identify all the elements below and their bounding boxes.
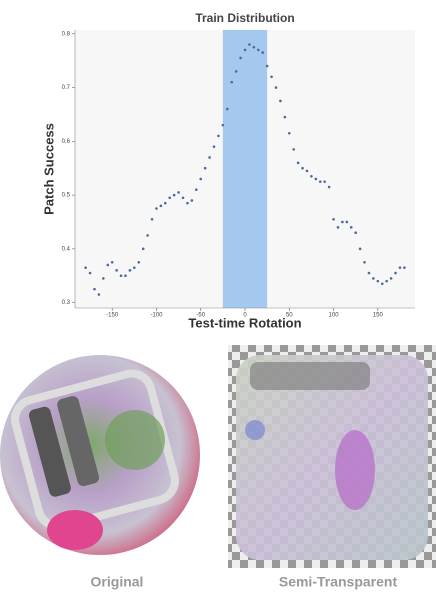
x-tick-label: -50 (196, 313, 205, 319)
caption: Semi-Transparent (279, 574, 398, 590)
point (377, 280, 380, 283)
point (191, 199, 194, 202)
figure: Train Distribution Test-time Rotation Pa… (0, 0, 436, 594)
point (292, 148, 295, 151)
point (350, 226, 353, 229)
point (151, 218, 154, 221)
point (89, 272, 92, 275)
point (354, 231, 357, 234)
point (146, 234, 149, 237)
point (266, 65, 269, 68)
point (253, 46, 256, 49)
point (155, 207, 158, 210)
y-tick-label: 0.5 (62, 193, 71, 199)
original-patch (0, 355, 200, 555)
point (186, 202, 189, 205)
point (346, 221, 349, 224)
x-tick-label: 150 (373, 313, 384, 319)
x-tick-label: 50 (286, 313, 293, 319)
point (328, 186, 331, 189)
point (381, 283, 384, 286)
point (173, 194, 176, 197)
point (315, 178, 318, 181)
point (306, 170, 309, 173)
y-tick-label: 0.4 (62, 246, 71, 252)
point (235, 70, 238, 73)
point (275, 86, 278, 89)
point (84, 266, 87, 269)
y-axis-label: Patch Success (41, 123, 56, 215)
point (323, 180, 326, 183)
point (204, 167, 207, 170)
blob (105, 410, 165, 470)
blob (47, 510, 103, 550)
point (142, 248, 145, 251)
point (230, 81, 233, 84)
point (337, 226, 340, 229)
caption: Original (91, 574, 144, 590)
point (248, 43, 251, 46)
point (177, 191, 180, 194)
slot (250, 362, 370, 390)
point (279, 100, 282, 103)
x-tick-label: 100 (329, 313, 340, 319)
point (137, 261, 140, 264)
point (261, 51, 264, 54)
point (244, 49, 247, 52)
chart: Train Distribution Test-time Rotation Pa… (41, 11, 415, 330)
point (115, 269, 118, 272)
point (297, 162, 300, 165)
point (222, 124, 225, 127)
point (199, 178, 202, 181)
blob (245, 420, 265, 440)
point (160, 205, 163, 208)
point (133, 266, 136, 269)
point (372, 277, 375, 280)
point (359, 248, 362, 251)
point (368, 272, 371, 275)
point (394, 272, 397, 275)
point (399, 266, 402, 269)
point (385, 280, 388, 283)
point (195, 188, 198, 191)
point (288, 132, 291, 135)
y-tick-label: 0.3 (62, 300, 71, 306)
point (310, 175, 313, 178)
point (319, 180, 322, 183)
point (257, 49, 260, 52)
point (239, 57, 242, 60)
point (226, 108, 229, 111)
train-band (223, 30, 267, 308)
point (111, 261, 114, 264)
point (301, 167, 304, 170)
point (217, 135, 220, 138)
chart-title: Train Distribution (195, 11, 294, 25)
point (403, 266, 406, 269)
point (341, 221, 344, 224)
y-tick-label: 0.8 (62, 31, 71, 37)
x-tick-label: -150 (106, 313, 119, 319)
point (332, 218, 335, 221)
point (182, 196, 185, 199)
semi-transparent-patch (228, 345, 436, 568)
point (102, 277, 105, 280)
point (129, 269, 132, 272)
point (120, 274, 123, 277)
point (284, 116, 287, 119)
point (164, 202, 167, 205)
point (124, 274, 127, 277)
point (213, 145, 216, 148)
point (208, 156, 211, 159)
point (168, 196, 171, 199)
y-tick-label: 0.7 (62, 85, 71, 91)
y-tick-label: 0.6 (62, 139, 71, 145)
blob (335, 430, 375, 510)
point (270, 75, 273, 78)
point (98, 293, 101, 296)
point (363, 261, 366, 264)
point (390, 277, 393, 280)
point (106, 264, 109, 267)
x-tick-label: -100 (150, 313, 163, 319)
point (93, 288, 96, 291)
